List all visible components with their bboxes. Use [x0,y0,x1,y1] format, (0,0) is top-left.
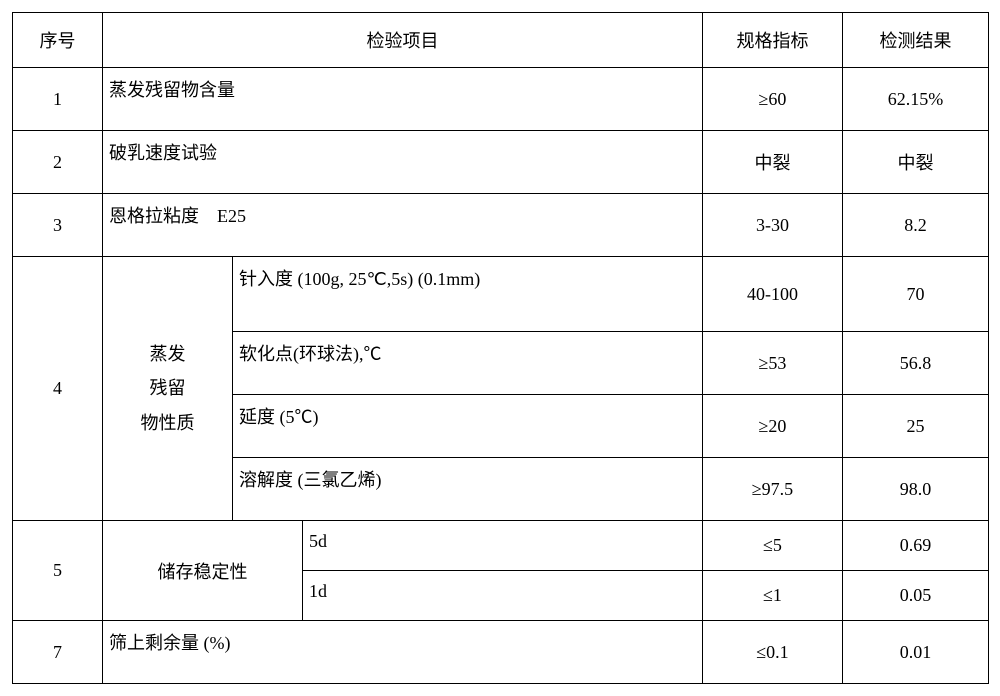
col-header-result: 检测结果 [843,13,989,68]
cell-seq: 7 [13,621,103,684]
cell-result: 8.2 [843,194,989,257]
cell-item: 恩格拉粘度 E25 [103,194,703,257]
cell-seq: 1 [13,68,103,131]
cell-result: 62.15% [843,68,989,131]
cell-item: 筛上剩余量 (%) [103,621,703,684]
cell-seq: 2 [13,131,103,194]
cell-spec: 40-100 [703,257,843,332]
cell-group-label: 储存稳定性 [103,521,303,621]
col-header-spec: 规格指标 [703,13,843,68]
table-row: 5 储存稳定性 5d ≤5 0.69 [13,521,989,571]
cell-seq: 4 [13,257,103,521]
cell-spec: ≥20 [703,395,843,458]
cell-item: 蒸发残留物含量 [103,68,703,131]
cell-subitem: 1d [303,571,703,621]
cell-spec: 3-30 [703,194,843,257]
table-row: 3 恩格拉粘度 E25 3-30 8.2 [13,194,989,257]
cell-subitem: 延度 (5℃) [233,395,703,458]
cell-spec: ≥53 [703,332,843,395]
cell-seq: 3 [13,194,103,257]
cell-result: 70 [843,257,989,332]
cell-spec: ≤0.1 [703,621,843,684]
group-label-line: 残留 [150,378,186,398]
cell-spec: ≤1 [703,571,843,621]
cell-result: 中裂 [843,131,989,194]
cell-spec: ≥97.5 [703,458,843,521]
cell-result: 25 [843,395,989,458]
group-label-line: 蒸发 [150,344,186,364]
cell-result: 56.8 [843,332,989,395]
cell-spec: ≥60 [703,68,843,131]
cell-subitem: 5d [303,521,703,571]
cell-seq: 5 [13,521,103,621]
cell-subitem: 针入度 (100g, 25℃,5s) (0.1mm) [233,257,703,332]
table-row: 7 筛上剩余量 (%) ≤0.1 0.01 [13,621,989,684]
cell-result: 0.05 [843,571,989,621]
group-label-line: 物性质 [141,413,195,433]
cell-group-label: 蒸发 残留 物性质 [103,257,233,521]
cell-subitem: 软化点(环球法),℃ [233,332,703,395]
cell-result: 0.01 [843,621,989,684]
table-row: 1 蒸发残留物含量 ≥60 62.15% [13,68,989,131]
col-header-seq: 序号 [13,13,103,68]
cell-spec: 中裂 [703,131,843,194]
cell-result: 0.69 [843,521,989,571]
cell-item: 破乳速度试验 [103,131,703,194]
cell-spec: ≤5 [703,521,843,571]
table-header-row: 序号 检验项目 规格指标 检测结果 [13,13,989,68]
table-row: 2 破乳速度试验 中裂 中裂 [13,131,989,194]
col-header-item: 检验项目 [103,13,703,68]
inspection-table: 序号 检验项目 规格指标 检测结果 1 蒸发残留物含量 ≥60 62.15% 2… [12,12,989,684]
table-row: 4 蒸发 残留 物性质 针入度 (100g, 25℃,5s) (0.1mm) 4… [13,257,989,332]
cell-result: 98.0 [843,458,989,521]
cell-subitem: 溶解度 (三氯乙烯) [233,458,703,521]
